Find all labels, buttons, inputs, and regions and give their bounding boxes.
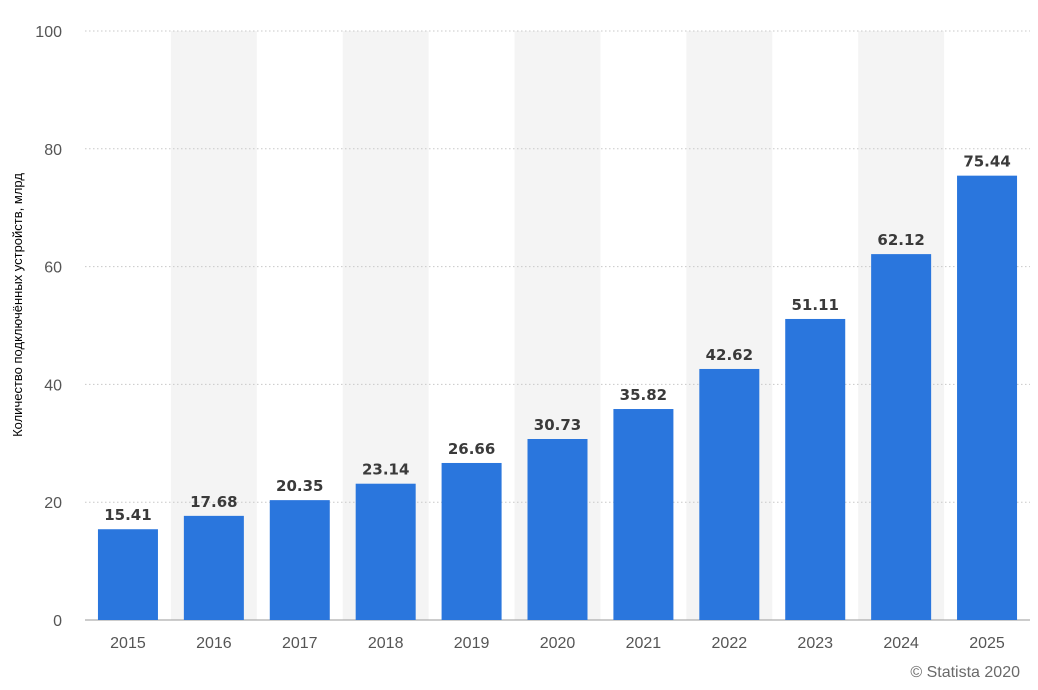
bar-2016 <box>183 515 244 620</box>
x-tick-label: 2022 <box>712 635 748 652</box>
data-label: 51.11 <box>792 296 839 314</box>
y-tick-label: 100 <box>35 24 62 41</box>
bar-2023 <box>785 318 846 620</box>
bar-2017 <box>269 500 330 620</box>
data-label: 75.44 <box>963 153 1010 171</box>
bar-2020 <box>527 439 588 620</box>
data-label: 23.14 <box>362 461 409 479</box>
y-axis: 0 20 40 60 80 100 <box>35 24 62 630</box>
y-tick-label: 20 <box>44 495 62 512</box>
data-labels: 15.41 17.68 20.35 23.14 26.66 30.73 35.82 42.62… <box>104 153 1011 525</box>
bar-2025 <box>957 175 1018 621</box>
y-tick-label: 80 <box>44 142 62 159</box>
x-tick-label: 2015 <box>110 635 146 652</box>
bar-2015 <box>97 529 158 620</box>
data-label: 42.62 <box>706 346 753 364</box>
x-axis: 2015 2016 2017 2018 2019 2020 2021 2022 2023 2024… <box>110 635 1005 652</box>
bar-2024 <box>871 254 932 620</box>
x-tick-label: 2021 <box>626 635 662 652</box>
y-tick-label: 60 <box>44 260 62 277</box>
y-tick-label: 40 <box>44 377 62 394</box>
data-label: 20.35 <box>276 477 323 495</box>
x-tick-label: 2019 <box>454 635 490 652</box>
data-label: 62.12 <box>877 231 924 249</box>
x-tick-label: 2016 <box>196 635 232 652</box>
x-tick-label: 2020 <box>540 635 576 652</box>
bars <box>97 175 1018 621</box>
y-axis-title: Количество подключённых устройств, млрд <box>10 173 25 437</box>
data-label: 17.68 <box>190 493 237 511</box>
y-tick-label: 0 <box>53 613 62 630</box>
bar-2022 <box>699 368 760 620</box>
bar-2021 <box>613 409 674 620</box>
bar-2018 <box>355 483 416 620</box>
bar-2019 <box>441 462 502 620</box>
data-label: 26.66 <box>448 440 495 458</box>
x-tick-label: 2017 <box>282 635 318 652</box>
data-label: 15.41 <box>104 506 151 524</box>
x-tick-label: 2024 <box>883 635 919 652</box>
x-tick-label: 2023 <box>797 635 833 652</box>
x-tick-label: 2018 <box>368 635 404 652</box>
data-label: 35.82 <box>620 386 667 404</box>
data-label: 30.73 <box>534 416 581 434</box>
x-tick-label: 2025 <box>969 635 1005 652</box>
statista-credit[interactable]: © Statista 2020 <box>910 664 1020 681</box>
